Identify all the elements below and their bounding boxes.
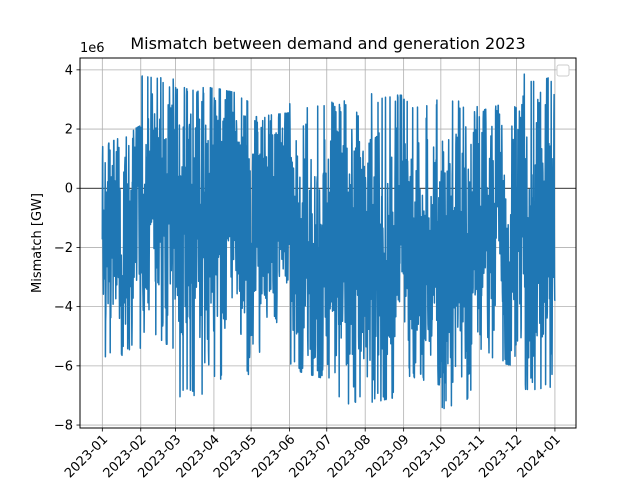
chart-title: Mismatch between demand and generation 2… [130,34,525,53]
y-tick-label: −4 [54,300,73,315]
y-tick-label: 0 [65,182,73,197]
y-tick-label: 2 [65,123,73,138]
y-tick-label: −6 [54,359,73,374]
axes-frame [79,57,577,429]
y-tick-label: −8 [54,419,73,434]
y-tick-label: 4 [65,63,73,78]
y-axis-label: Mismatch [GW] [30,193,45,293]
y-offset-text: 1e6 [80,41,105,56]
y-tick-label: −2 [54,241,73,256]
legend-box [556,64,570,77]
mismatch-series-line [101,73,556,410]
series-layer [101,73,556,410]
